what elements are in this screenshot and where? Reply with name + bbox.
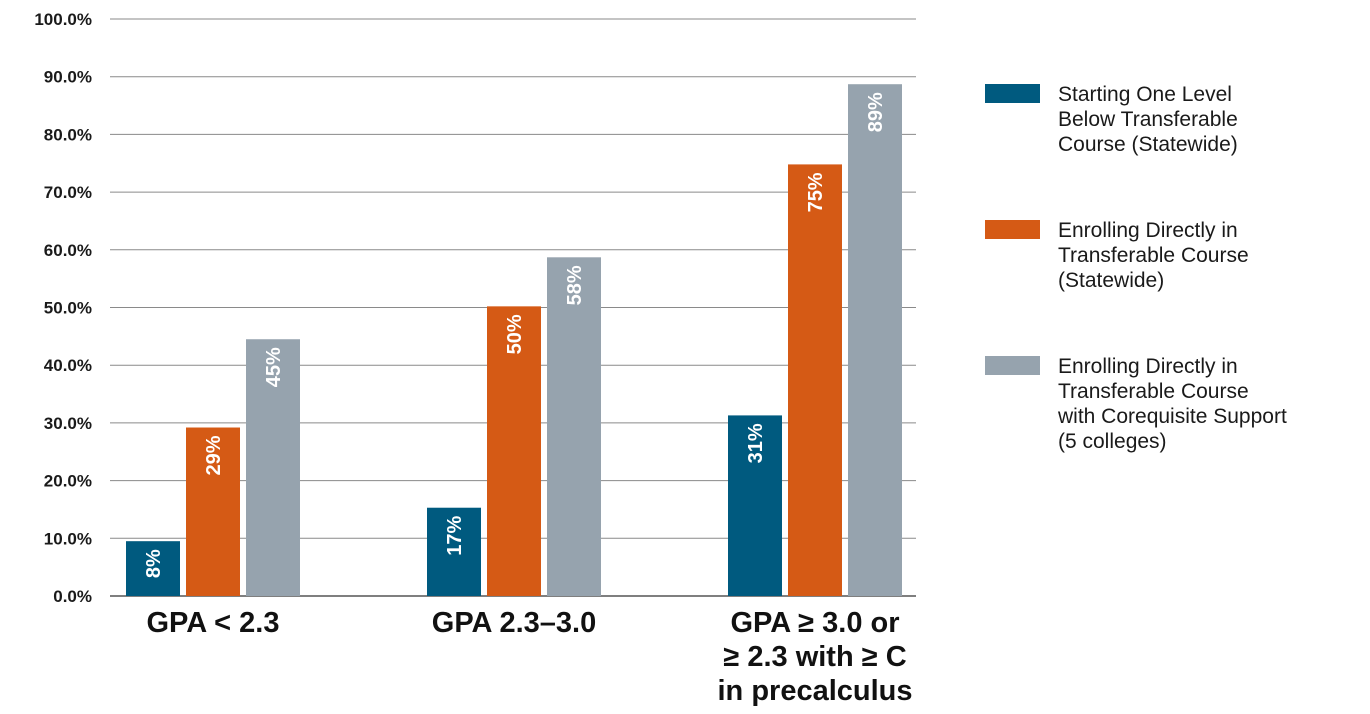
bar — [126, 541, 180, 596]
y-tick-label: 20.0% — [44, 472, 92, 491]
category-label-line: GPA < 2.3 — [146, 607, 280, 639]
legend: Starting One Level Below Transferable Cour… — [985, 82, 1365, 490]
bar-value-label: 31% — [745, 423, 767, 463]
bar-value-label: 17% — [444, 516, 466, 556]
bar — [427, 507, 481, 596]
y-tick-label: 100.0% — [34, 10, 92, 29]
bar — [728, 415, 782, 596]
bar-value-labels: 8% 17% 31% 29% 50% 75% 45% 58% 89% — [143, 92, 887, 578]
category-label-line: in precalculus — [717, 675, 913, 707]
legend-label-line: Starting One Level — [1058, 83, 1232, 106]
legend-label-line: Transferable Course — [1058, 244, 1249, 267]
y-tick-label: 0.0% — [53, 587, 92, 606]
legend-label: Enrolling Directly in Transferable Course… — [1058, 354, 1358, 454]
bar — [788, 164, 842, 597]
bar — [547, 257, 601, 596]
legend-swatch — [985, 356, 1040, 375]
legend-swatch — [985, 220, 1040, 239]
category-label: GPA < 2.3 — [63, 606, 363, 640]
y-tick-label: 40.0% — [44, 356, 92, 375]
y-tick-label: 70.0% — [44, 183, 92, 202]
y-tick-label: 10.0% — [44, 529, 92, 548]
legend-label-line: Course (Statewide) — [1058, 133, 1238, 156]
bars — [126, 84, 902, 597]
y-tick-label: 80.0% — [44, 125, 92, 144]
category-label-line: GPA 2.3–3.0 — [431, 607, 597, 639]
legend-swatch — [985, 84, 1040, 103]
legend-label-line: (Statewide) — [1058, 269, 1165, 292]
bar — [186, 427, 240, 596]
bar-value-label: 58% — [564, 265, 586, 305]
legend-label-line: Enrolling Directly in — [1058, 219, 1238, 242]
bar-value-label: 75% — [805, 172, 827, 212]
y-axis-ticks: 0.0% 10.0% 20.0% 30.0% 40.0% 50.0% 60.0% 70.0% 8… — [34, 10, 92, 606]
legend-label-line: Transferable Course — [1058, 380, 1249, 403]
category-label-line: ≥ 2.3 with ≥ C — [723, 641, 907, 673]
legend-label-line: (5 colleges) — [1058, 430, 1167, 453]
y-tick-label: 30.0% — [44, 414, 92, 433]
bar-value-label: 29% — [203, 435, 225, 475]
y-tick-label: 60.0% — [44, 241, 92, 260]
category-label: GPA 2.3–3.0 — [364, 606, 664, 640]
legend-label-line: Below Transferable — [1058, 108, 1238, 131]
bar — [487, 306, 541, 596]
legend-label-line: Enrolling Directly in — [1058, 355, 1238, 378]
y-tick-label: 90.0% — [44, 68, 92, 87]
legend-item: Enrolling Directly in Transferable Course… — [985, 218, 1365, 354]
legend-label-line: with Corequisite Support — [1058, 405, 1287, 428]
bar — [246, 339, 300, 596]
bar-value-label: 8% — [143, 549, 165, 578]
legend-label: Enrolling Directly in Transferable Course… — [1058, 218, 1358, 293]
y-tick-label: 50.0% — [44, 299, 92, 318]
bar-value-label: 89% — [865, 92, 887, 132]
legend-item: Starting One Level Below Transferable Cour… — [985, 82, 1365, 218]
bar-value-label: 45% — [263, 347, 285, 387]
legend-label: Starting One Level Below Transferable Cour… — [1058, 82, 1358, 157]
category-label-line: GPA ≥ 3.0 or — [730, 607, 900, 639]
bar-value-label: 50% — [504, 314, 526, 354]
bar — [848, 84, 902, 597]
legend-item: Enrolling Directly in Transferable Course… — [985, 354, 1365, 490]
